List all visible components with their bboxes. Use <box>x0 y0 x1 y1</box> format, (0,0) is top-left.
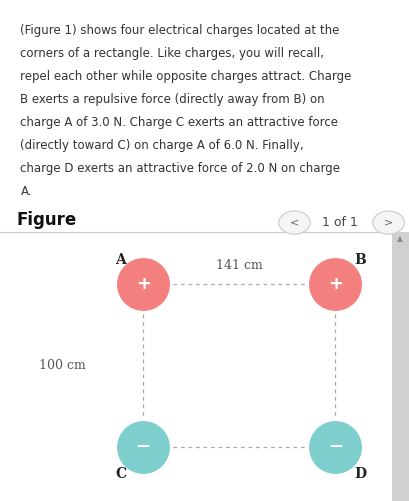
Text: B: B <box>354 253 366 267</box>
Point <box>332 280 339 288</box>
Text: <: < <box>290 217 299 227</box>
Text: repel each other while opposite charges attract. Charge: repel each other while opposite charges … <box>20 70 352 83</box>
FancyBboxPatch shape <box>392 232 409 501</box>
Text: ▲: ▲ <box>398 233 403 242</box>
Text: −: − <box>328 438 343 456</box>
Circle shape <box>279 211 310 234</box>
Text: B exerts a repulsive force (directly away from B) on: B exerts a repulsive force (directly awa… <box>20 93 325 106</box>
Point <box>140 443 146 451</box>
Text: A.: A. <box>20 185 32 198</box>
Point <box>332 443 339 451</box>
Text: D: D <box>354 467 366 481</box>
Text: +: + <box>328 275 343 293</box>
Text: >: > <box>384 217 393 227</box>
Text: 141 cm: 141 cm <box>216 259 263 272</box>
Circle shape <box>373 211 404 234</box>
Point <box>140 280 146 288</box>
Text: charge D exerts an attractive force of 2.0 N on charge: charge D exerts an attractive force of 2… <box>20 162 340 175</box>
Text: Figure: Figure <box>16 210 76 228</box>
Text: 100 cm: 100 cm <box>39 359 86 372</box>
Text: corners of a rectangle. Like charges, you will recall,: corners of a rectangle. Like charges, yo… <box>20 47 324 60</box>
Text: +: + <box>136 275 151 293</box>
Text: C: C <box>115 467 126 481</box>
Text: (directly toward C) on charge A of 6.0 N. Finally,: (directly toward C) on charge A of 6.0 N… <box>20 139 304 152</box>
Text: A: A <box>115 253 126 267</box>
Text: 1 of 1: 1 of 1 <box>321 216 357 229</box>
Text: (Figure 1) shows four electrical charges located at the: (Figure 1) shows four electrical charges… <box>20 24 340 37</box>
Text: −: − <box>136 438 151 456</box>
Text: charge A of 3.0 N. Charge C exerts an attractive force: charge A of 3.0 N. Charge C exerts an at… <box>20 116 339 129</box>
